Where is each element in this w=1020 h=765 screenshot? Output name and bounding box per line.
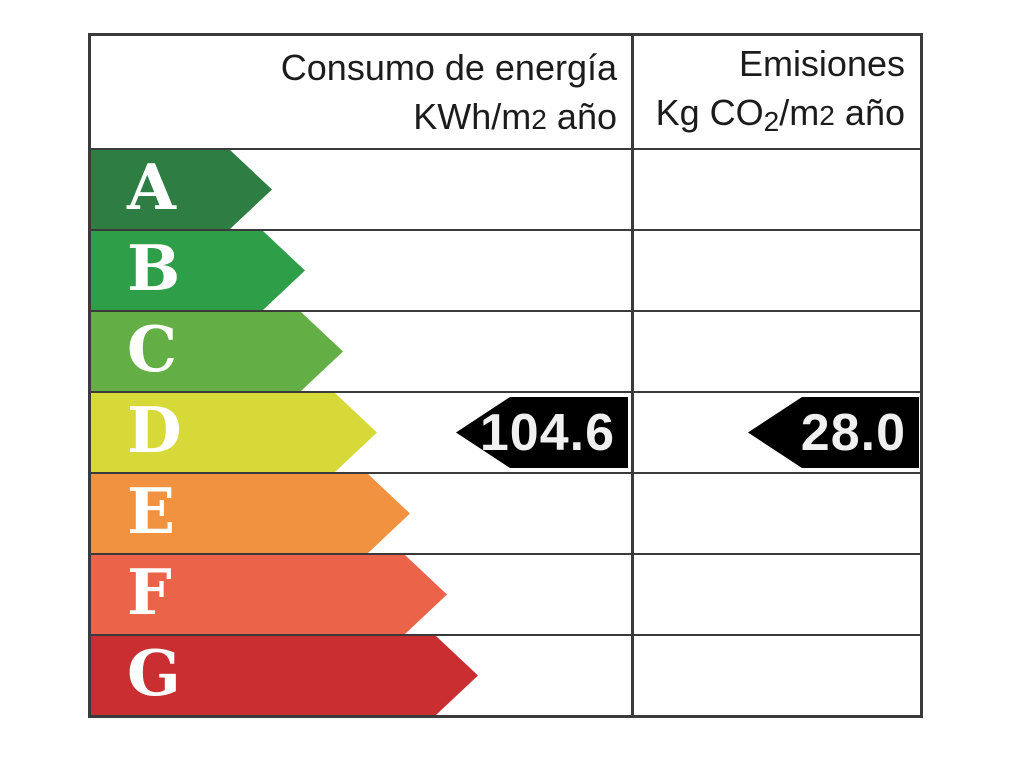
emissions-value-arrow: 28.0 (748, 397, 919, 468)
rating-row-g: G (91, 634, 920, 715)
rating-row-f: F (91, 553, 920, 634)
rating-row-d: D 104.6 28.0 (91, 391, 920, 472)
rating-bar-a: A (91, 150, 272, 229)
emissions-unit-mid: /m (779, 92, 820, 134)
rating-letter-f: F (127, 555, 172, 629)
rating-bar-g: G (91, 636, 478, 715)
consumption-value: 104.6 (479, 403, 615, 462)
emissions-unit-suffix: año (834, 92, 905, 134)
emissions-unit-prefix: Kg CO (655, 92, 764, 134)
table-header: Consumo de energía KWh/m2 año Emisiones … (91, 36, 920, 148)
consumption-value-arrow: 104.6 (456, 397, 628, 468)
consumption-unit: KWh/m2 año (91, 92, 617, 144)
consumption-unit-prefix: KWh/m (413, 95, 532, 137)
rating-letter-e: E (127, 474, 176, 548)
rating-bar-e: E (91, 474, 410, 553)
rating-letter-d: D (127, 393, 182, 467)
emissions-unit-sub: 2 (763, 106, 780, 138)
emissions-unit-sup: 2 (819, 100, 835, 132)
rating-row-c: C (91, 310, 920, 391)
column-divider (631, 36, 634, 715)
rating-bar-b: B (91, 231, 305, 310)
consumption-unit-sup: 2 (531, 103, 547, 135)
emissions-title: Emisiones (738, 43, 905, 85)
rating-bar-f: F (91, 555, 447, 634)
rating-row-b: B (91, 229, 920, 310)
rating-row-a: A (91, 148, 920, 229)
emissions-unit: Kg CO2/m2 año (634, 88, 905, 146)
emissions-column-header: Emisiones Kg CO2/m2 año (634, 36, 920, 148)
rating-letter-g: G (127, 636, 181, 710)
rating-rows: A B C D 104.6 28.0 E F G (91, 148, 920, 715)
rating-bar-d: D (91, 393, 377, 472)
rating-row-e: E (91, 472, 920, 553)
rating-letter-a: A (127, 150, 176, 224)
consumption-title: Consumo de energía (280, 46, 617, 88)
consumption-unit-suffix: año (546, 95, 617, 137)
rating-letter-c: C (127, 312, 178, 386)
rating-letter-b: B (127, 231, 181, 305)
consumption-column-header: Consumo de energía KWh/m2 año (91, 36, 634, 148)
rating-bar-c: C (91, 312, 343, 391)
rating-table: Consumo de energía KWh/m2 año Emisiones … (88, 33, 923, 718)
emissions-value: 28.0 (800, 403, 906, 462)
